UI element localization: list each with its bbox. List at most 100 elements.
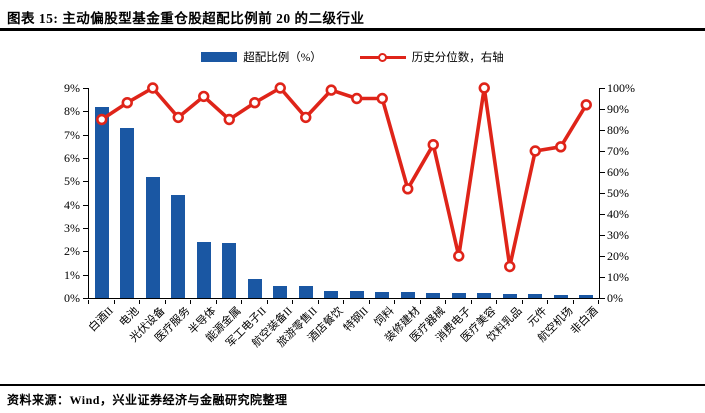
x-axis-label-非白酒: 非白酒 [568, 305, 601, 337]
x-axis-tickmark [190, 299, 191, 304]
x-axis-tickmark [215, 299, 217, 304]
legend-item-line-series: 历史分位数，右轴 [359, 49, 504, 65]
x-axis-tickmark [164, 299, 166, 304]
line-point-光伏设备 [147, 82, 159, 94]
y-right-tickmark [599, 88, 605, 89]
line-point-饲料 [376, 92, 388, 105]
y-left-tick-label: 6% [64, 151, 80, 165]
y-left-tick-label: 1% [64, 267, 80, 282]
line-point-能源金属 [223, 113, 235, 126]
x-axis-tickmark [445, 299, 446, 304]
line-point-白酒II [96, 113, 108, 126]
line-point-旅游零售II [300, 111, 312, 124]
bar-医疗美容 [477, 293, 492, 298]
y-left-tickmark [83, 251, 88, 253]
y-left-tickmark [83, 228, 88, 229]
line-point-装修建材 [402, 183, 414, 195]
x-axis-tickmark [598, 299, 599, 304]
bar-白酒II [94, 106, 109, 298]
x-axis-tickmark [419, 299, 421, 304]
line-point-军工电子II [249, 96, 261, 109]
legend-label: 超配比例（%） [243, 52, 322, 64]
y-right-tickmark [599, 256, 605, 257]
legend-label: 历史分位数，右轴 [411, 52, 504, 64]
bar-swatch-icon [201, 52, 238, 62]
x-axis-tickmark [139, 299, 140, 304]
bar-航空机场 [553, 294, 568, 298]
title-underline [0, 28, 705, 31]
x-axis-tickmark [292, 299, 293, 304]
bar-航空装备II [273, 286, 288, 298]
y-right-tick-label: 20% [607, 249, 629, 263]
y-right-tickmark [599, 151, 605, 152]
line-point-非白酒 [580, 99, 592, 111]
bar-旅游零售II [298, 286, 313, 298]
x-axis-tickmark [572, 299, 574, 304]
bar-军工电子II [247, 279, 262, 298]
y-right-tick-label: 0% [607, 291, 623, 305]
source-note: 资料来源：Wind，兴业证券经济与金融研究院整理 [7, 393, 288, 407]
x-axis-tickmark [88, 299, 89, 304]
y-right-tickmark [599, 235, 605, 236]
y-right-tick-label: 50% [607, 186, 629, 200]
y-left-tickmark [83, 181, 88, 183]
y-left-tick-label: 3% [64, 221, 80, 235]
bar-半导体 [196, 242, 211, 298]
y-left-tick-label: 5% [64, 174, 80, 189]
x-axis-tickmark [368, 299, 370, 304]
y-right-tick-label: 90% [607, 102, 629, 116]
legend-item-bar-series: 超配比例（%） [201, 49, 322, 65]
y-right-tickmark [599, 214, 605, 215]
footer-divider [0, 384, 705, 386]
line-series [96, 82, 592, 273]
y-right-tick-label: 30% [607, 228, 629, 242]
line-point-医疗器械 [427, 138, 439, 151]
y-left-tickmark [83, 298, 88, 299]
figure-title: 图表 15: 主动偏股型基金重仓股超配比例前 20 的二级行业 [7, 11, 365, 26]
x-axis-tickmark [317, 299, 319, 304]
bar-饲料 [375, 291, 390, 298]
y-left-tickmark [83, 158, 88, 159]
bar-酒店餐饮 [324, 291, 339, 298]
chart-legend: 超配比例（%） 历史分位数，右轴 [0, 49, 705, 65]
bar-医疗器械 [426, 293, 441, 298]
bar-特钢II [349, 291, 364, 298]
bar-能源金属 [222, 243, 237, 298]
y-right-tickmark [599, 172, 605, 173]
line-point-医疗美容 [478, 82, 490, 94]
y-left-tickmark [83, 111, 88, 113]
y-right-tick-label: 100% [607, 81, 635, 95]
y-left-tick-label: 8% [64, 104, 80, 119]
line-marker-icon [359, 52, 406, 62]
line-point-航空装备II [274, 82, 286, 94]
x-axis-tickmark [241, 299, 242, 304]
y-left-tickmark [83, 274, 88, 276]
y-right-tickmark [599, 277, 605, 278]
bar-非白酒 [579, 294, 594, 298]
y-left-tick-label: 7% [64, 127, 80, 142]
y-right-tickmark [599, 298, 605, 299]
x-axis-tickmark [547, 299, 548, 304]
bar-饮料乳品 [502, 294, 517, 298]
x-axis-tickmark [394, 299, 395, 304]
line-point-电池 [121, 96, 133, 109]
bar-医疗服务 [171, 195, 186, 298]
y-left-tickmark [83, 134, 88, 136]
line-point-医疗服务 [172, 111, 184, 124]
y-left-tick-label: 0% [64, 291, 80, 305]
y-left-tick-label: 4% [64, 197, 80, 212]
x-axis-tickmark [343, 299, 344, 304]
line-point-消费电子 [453, 250, 465, 262]
y-right-tickmark [599, 130, 605, 131]
y-right-tick-label: 70% [607, 144, 629, 158]
y-right-tickmark [599, 193, 605, 194]
y-right-tick-label: 60% [607, 165, 629, 179]
x-axis-label-特钢II: 特钢II [342, 305, 372, 335]
x-axis-tickmark [266, 299, 268, 304]
bar-装修建材 [400, 291, 415, 298]
line-point-半导体 [198, 90, 210, 103]
line-point-元件 [529, 145, 541, 157]
line-point-航空机场 [555, 141, 567, 153]
y-left-tick-label: 9% [64, 81, 80, 95]
